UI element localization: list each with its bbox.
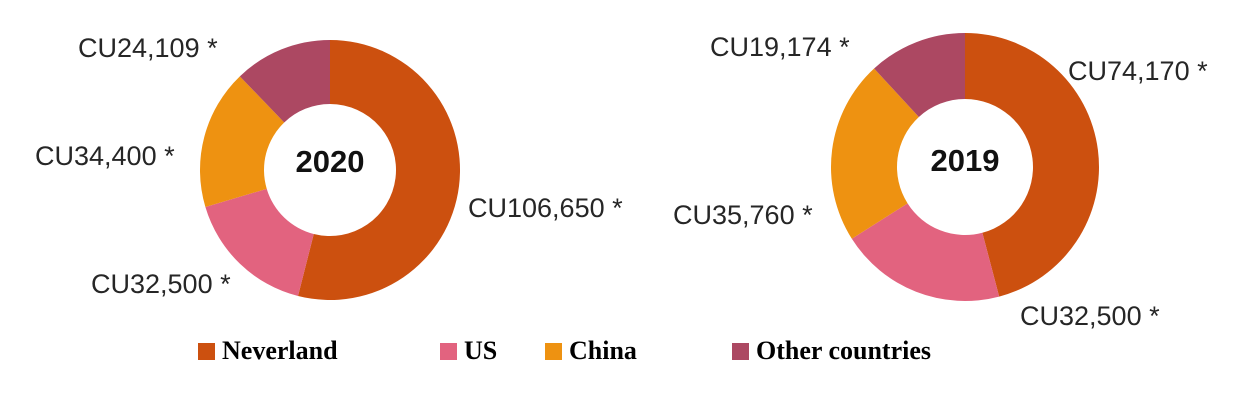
donut-segment-other-countries[interactable] [874, 33, 965, 118]
slice-label-2020-us: CU32,500 * [91, 269, 231, 299]
legend-label-other-countries: Other countries [756, 336, 931, 365]
slice-label-2019-china: CU35,760 * [673, 200, 813, 230]
legend-label-china: China [569, 336, 637, 365]
center-year-label-2020: 2020 [295, 144, 365, 179]
donut-segment-china[interactable] [830, 68, 919, 239]
donut-chart-2020: 2020 CU106,650 * CU32,500 * CU34,400 * C… [35, 33, 623, 300]
legend-item-neverland[interactable]: Neverland [198, 336, 338, 366]
center-year-label-2019: 2019 [930, 143, 1000, 178]
donut-2019-svg [830, 33, 1099, 301]
donut-segment-us[interactable] [851, 203, 1000, 301]
legend-swatch-us [440, 342, 457, 360]
slice-label-2020-china: CU34,400 * [35, 141, 175, 171]
donut-segment-china[interactable] [199, 76, 285, 208]
legend-label-neverland: Neverland [222, 336, 338, 365]
donut-segment-us[interactable] [205, 188, 314, 296]
legend-item-china[interactable]: China [545, 336, 637, 366]
slice-label-2019-neverland: CU74,170 * [1068, 56, 1208, 86]
legend-label-us: US [464, 336, 498, 365]
slice-label-2019-other-countries: CU19,174 * [710, 32, 850, 62]
legend-item-us[interactable]: US [440, 336, 497, 366]
slice-label-2019-us: CU32,500 * [1020, 301, 1160, 331]
donut-segment-neverland[interactable] [965, 33, 1099, 297]
slice-label-2020-neverland: CU106,650 * [468, 193, 623, 223]
chart-legend: Neverland US China Other countries [0, 336, 1235, 366]
donut-segment-neverland[interactable] [298, 40, 461, 300]
legend-item-other-countries[interactable]: Other countries [732, 336, 931, 366]
donut-chart-2019: 2019 CU74,170 * CU32,500 * CU35,760 * CU… [673, 32, 1208, 331]
donut-2020-svg [199, 40, 461, 300]
legend-swatch-other-countries [732, 342, 749, 360]
legend-swatch-china [545, 342, 562, 360]
donut-segment-other-countries[interactable] [239, 40, 330, 123]
slice-label-2020-other-countries: CU24,109 * [78, 33, 218, 63]
legend-swatch-neverland [198, 342, 215, 360]
